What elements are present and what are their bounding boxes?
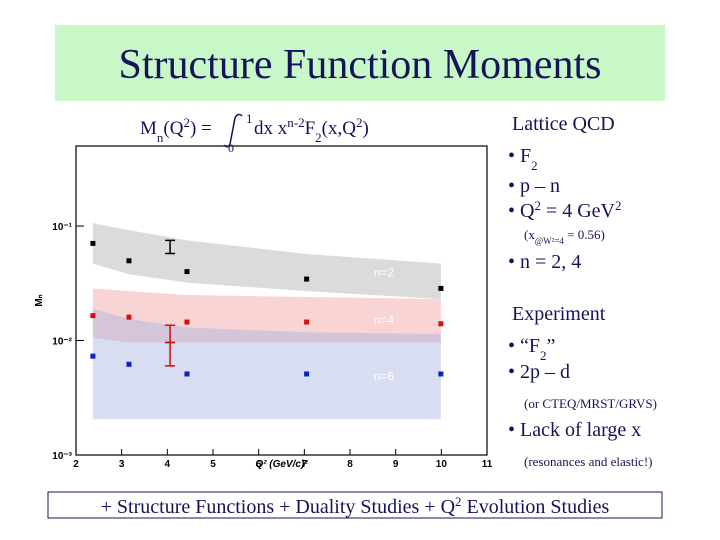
x-tick-label: 9	[393, 459, 399, 470]
band	[92, 223, 441, 300]
bullet-part: • “F	[508, 335, 540, 357]
formula-left: Mn(Q2) =	[140, 115, 212, 145]
bullet: • n = 2, 4	[508, 251, 581, 273]
heading: Lattice QCD	[512, 113, 615, 135]
band	[92, 288, 441, 343]
footer-part: + Structure Functions + Duality Studies …	[101, 496, 456, 518]
footer-box	[47, 491, 663, 519]
formula-part: )	[362, 118, 368, 139]
point	[184, 269, 190, 275]
formula-lower: 0	[228, 141, 234, 155]
bullet-part: 2	[540, 348, 547, 363]
bullet-part: ”	[547, 335, 556, 357]
y-tick-label: 10⁻²	[52, 337, 72, 348]
bullet: • 2p – d	[508, 361, 570, 383]
bullet-part: 2	[615, 198, 622, 213]
point	[90, 240, 96, 246]
point	[184, 371, 190, 377]
bullet: • p – n	[508, 175, 560, 197]
y-axis-label: Mₙ	[34, 294, 45, 306]
series-label: n=6	[374, 369, 395, 383]
point	[438, 285, 444, 291]
bullet: • Lack of large x	[508, 419, 641, 441]
bullet-part: • Q	[508, 200, 535, 222]
formula-part: 2	[183, 115, 190, 130]
point	[184, 319, 190, 325]
x-axis-label: Q² (GeV/c)²	[255, 459, 308, 470]
x-tick-label: 2	[73, 459, 79, 470]
footer: + Structure Functions + Duality Studies …	[101, 494, 610, 519]
footer-part: 2	[455, 494, 462, 509]
x-tick-label: 11	[482, 459, 493, 470]
bullet: • F2	[508, 145, 538, 173]
point	[90, 353, 96, 359]
x-tick-label: 5	[210, 459, 216, 470]
point	[90, 313, 96, 319]
x-tick-label: 7	[302, 459, 308, 470]
point	[304, 371, 310, 377]
note-part: @W²=4	[535, 236, 565, 246]
formula-part: F	[305, 118, 316, 139]
x-tick-label: 6	[256, 459, 262, 470]
note-part: (x	[524, 227, 535, 242]
point	[438, 321, 444, 327]
note-part: = 0.56)	[564, 227, 605, 242]
formula-upper: 1	[246, 111, 253, 126]
formula-part: ) =	[190, 118, 212, 139]
x-tick-label: 10	[436, 459, 448, 470]
chart: n=2 n=4 n=6 2 3 4 5 6 7 8 9 10 11 10⁻³ 10⁻² 10⁻¹ Q² (GeV…	[34, 145, 493, 470]
note: (or CTEQ/MRST/GRVS)	[524, 396, 657, 411]
bullet-part: 2	[534, 198, 541, 213]
point	[304, 319, 310, 325]
formula-part: (Q	[163, 118, 183, 139]
point	[126, 361, 132, 367]
series-label: n=2	[374, 266, 395, 280]
band	[92, 308, 441, 420]
note: (resonances and elastic!)	[524, 454, 653, 469]
bullet-part: = 4 GeV	[541, 200, 616, 222]
error-bar	[165, 239, 176, 255]
bullet-part: 2	[531, 158, 538, 173]
formula-part: (x,Q	[322, 118, 357, 139]
bullets: Lattice QCD • F2 • p – n • Q2 = 4 GeV2 (…	[508, 113, 657, 469]
bullet-part: • F	[508, 145, 531, 167]
integral-sign	[223, 113, 243, 148]
formula-right: dx xn-2F2(x,Q2)	[254, 115, 369, 145]
point	[304, 276, 310, 282]
formula-part: 2	[315, 130, 322, 145]
formula-part: n-2	[287, 115, 304, 130]
heading: Experiment	[512, 303, 606, 325]
point	[438, 371, 444, 377]
y-tick-label: 10⁻¹	[52, 222, 72, 233]
title-box	[55, 25, 665, 101]
formula-part: 2	[356, 115, 363, 130]
bullet: • Q2 = 4 GeV2	[508, 198, 622, 223]
x-tick-label: 3	[119, 459, 125, 470]
x-tick-label: 8	[347, 459, 353, 470]
formula-part: dx x	[254, 118, 288, 139]
error-bar	[165, 341, 176, 367]
point	[126, 314, 132, 320]
formula-part: n	[157, 130, 164, 145]
footer-part: Evolution Studies	[462, 496, 610, 518]
x-tick-label: 4	[165, 459, 171, 470]
slide-title: Structure Function Moments	[119, 42, 602, 88]
note: (x@W²=4 = 0.56)	[524, 227, 605, 246]
formula-part: M	[140, 118, 157, 139]
plot-frame	[75, 145, 488, 456]
series-label: n=4	[374, 313, 395, 327]
y-tick-label: 10⁻³	[52, 451, 72, 462]
point	[126, 258, 132, 264]
bullet: • “F2”	[508, 335, 555, 363]
